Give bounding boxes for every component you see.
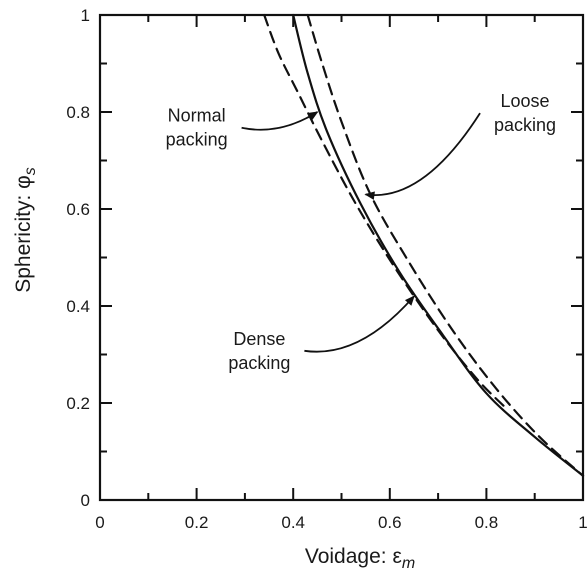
x-axis-title-text: Voidage: ε [305, 545, 402, 568]
y-axis-ticks: 0 0.2 0.4 0.6 0.8 1 [66, 6, 583, 510]
x-axis-ticks: 0 0.2 0.4 0.6 0.8 1 [95, 15, 588, 532]
x-axis-title-subscript: m [402, 555, 415, 572]
annotation-arrowhead [307, 111, 319, 121]
y-tick-label: 0.8 [66, 103, 90, 122]
annotation-text: packing [494, 115, 556, 135]
chart-annotations: Normal packing Loose packing Dense packing [166, 91, 556, 373]
x-tick-label: 1 [578, 513, 587, 532]
annotation-arrowhead [364, 191, 375, 200]
x-tick-label: 0.8 [475, 513, 499, 532]
y-tick-label: 0.2 [66, 394, 90, 413]
y-tick-label: 0.6 [66, 200, 90, 219]
x-tick-label: 0 [95, 513, 104, 532]
annotation-text: Dense [233, 329, 285, 349]
series-line-3 [306, 13, 585, 477]
y-axis-title-subscript: s [22, 167, 39, 175]
y-tick-label: 0.4 [66, 297, 90, 316]
series-line-2 [292, 13, 585, 477]
y-tick-label: 1 [81, 6, 90, 25]
x-tick-label: 0.4 [281, 513, 305, 532]
x-axis-title: Voidage: εm [305, 545, 415, 572]
annotation-text: Normal [168, 106, 226, 126]
annotation-arrow [304, 295, 415, 353]
y-axis-title-text: Sphericity: φ [12, 175, 35, 293]
plot-frame [98, 13, 585, 502]
annotation-text: Loose [501, 91, 550, 111]
annotation-arrow [365, 112, 481, 197]
x-tick-label: 0.6 [378, 513, 402, 532]
x-tick-label: 0.2 [185, 513, 209, 532]
series-line-1 [263, 13, 507, 409]
y-tick-label: 0 [81, 491, 90, 510]
annotation-arrow [241, 111, 318, 131]
chart-curves [263, 13, 585, 477]
annotation-text: packing [228, 353, 290, 373]
annotation-text: packing [166, 130, 228, 150]
y-axis-title: Sphericity: φs [12, 167, 39, 293]
annotation-arrowhead [404, 295, 415, 306]
